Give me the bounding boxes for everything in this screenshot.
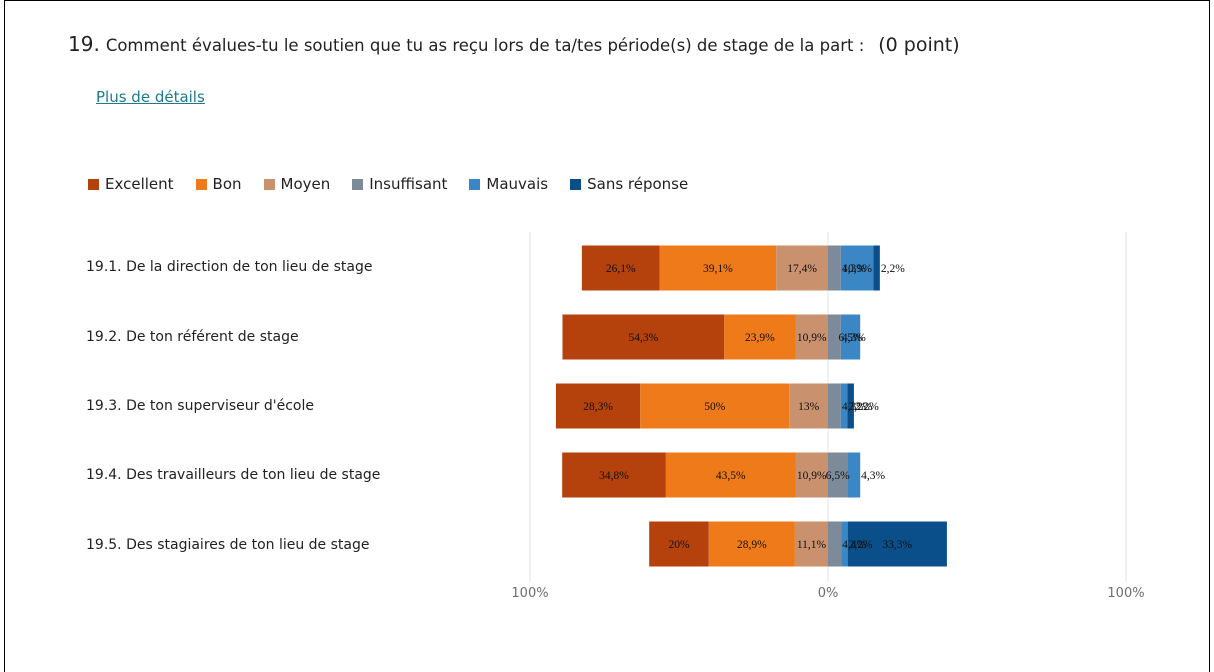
legend-item-bon[interactable]: Bon (195, 175, 242, 193)
bar-segment (847, 383, 854, 429)
legend-label: Mauvais (486, 175, 549, 193)
card-frame (4, 0, 1210, 672)
bar-segment (847, 521, 947, 567)
bar-segment (840, 245, 874, 291)
legend-label: Excellent (105, 175, 174, 193)
question-header: 19. Comment évalues-tu le soutien que tu… (68, 32, 960, 56)
legend-label: Insuffisant (369, 175, 448, 193)
data-label: 10,9% (797, 470, 827, 482)
bar-segment (640, 383, 790, 429)
data-label: 13% (798, 401, 820, 413)
row-label-19-5: 19.5. Des stagiaires de ton lieu de stag… (86, 537, 370, 553)
bar-segment (555, 383, 641, 429)
chart-legend: Excellent Bon Moyen Insuffisant Mauvais … (88, 175, 688, 193)
legend-swatch (352, 178, 364, 190)
data-label: 4,3% (842, 332, 866, 344)
bar-segment (794, 521, 828, 567)
bar-segment (840, 383, 848, 429)
data-label: 2,2% (849, 539, 873, 551)
bar-segment (828, 452, 848, 498)
legend-swatch (570, 178, 582, 190)
bar-segment (649, 521, 709, 567)
bar-segment (873, 245, 880, 291)
data-label: 54,3% (629, 332, 659, 344)
row-label-19-3: 19.3. De ton superviseur d'école (86, 398, 314, 414)
data-label: 4,4% (842, 539, 866, 551)
data-label: 26,1% (606, 263, 636, 275)
legend-item-excellent[interactable]: Excellent (88, 175, 174, 193)
legend-item-insuffisant[interactable]: Insuffisant (352, 175, 447, 193)
legend-swatch (263, 178, 275, 190)
bar-segment (789, 383, 828, 429)
bar-segment (776, 245, 828, 291)
bar-segment (840, 314, 861, 360)
data-label: 4,3% (842, 401, 866, 413)
legend-label: Sans réponse (587, 175, 689, 193)
question-number: 19. (68, 32, 100, 56)
data-label: 4,3% (861, 470, 885, 482)
bar-segment (708, 521, 795, 567)
data-label: 23,9% (745, 332, 775, 344)
legend-item-mauvais[interactable]: Mauvais (469, 175, 548, 193)
question-points: (0 point) (878, 34, 960, 56)
bar-segment (828, 521, 842, 567)
data-label: 10,9% (797, 332, 827, 344)
legend-label: Bon (212, 175, 242, 193)
row-label-19-2: 19.2. De ton référent de stage (86, 329, 299, 345)
data-label: 39,1% (703, 263, 733, 275)
data-label: 17,4% (787, 263, 817, 275)
bar-segment (659, 245, 777, 291)
legend-item-sans-reponse[interactable]: Sans réponse (570, 175, 688, 193)
data-label: 2,2% (881, 263, 905, 275)
bar-segment (581, 245, 660, 291)
data-label: 20% (668, 539, 690, 551)
x-tick-label: 100% (1107, 586, 1144, 601)
legend-item-moyen[interactable]: Moyen (263, 175, 331, 193)
data-label: 50% (704, 401, 726, 413)
row-label-19-1: 19.1. De la direction de ton lieu de sta… (86, 259, 373, 275)
legend-label: Moyen (280, 175, 331, 193)
data-label: 43,5% (716, 470, 746, 482)
x-tick-label: 100% (511, 586, 548, 601)
bar-segment (847, 452, 861, 498)
data-label: 2.2% (855, 401, 879, 413)
bar-segment (562, 452, 666, 498)
data-label: 11,1% (797, 539, 827, 551)
legend-swatch (88, 178, 99, 190)
bar-segment (795, 452, 828, 498)
data-label: 33,3% (882, 539, 912, 551)
data-label: 34,8% (599, 470, 629, 482)
data-label: 28,9% (737, 539, 767, 551)
bar-segment (828, 245, 841, 291)
x-tick-label: 0% (818, 586, 839, 601)
data-label: 4,3% (842, 263, 866, 275)
data-label: 6,5% (839, 332, 863, 344)
legend-swatch (195, 178, 207, 190)
bar-segment (562, 314, 725, 360)
bar-segment (828, 383, 841, 429)
bar-segment (724, 314, 796, 360)
question-text: Comment évalues-tu le soutien que tu as … (105, 36, 865, 55)
data-label: 10,9% (842, 263, 872, 275)
row-label-19-4: 19.4. Des travailleurs de ton lieu de st… (86, 467, 381, 483)
data-label: 2,2% (848, 401, 872, 413)
data-label: 28,3% (583, 401, 613, 413)
bar-segment (841, 521, 848, 567)
data-label: 6,5% (826, 470, 850, 482)
more-details-link[interactable]: Plus de détails (96, 88, 205, 106)
bar-segment (665, 452, 796, 498)
bar-segment (828, 314, 841, 360)
legend-swatch (469, 178, 481, 190)
bar-segment (795, 314, 828, 360)
